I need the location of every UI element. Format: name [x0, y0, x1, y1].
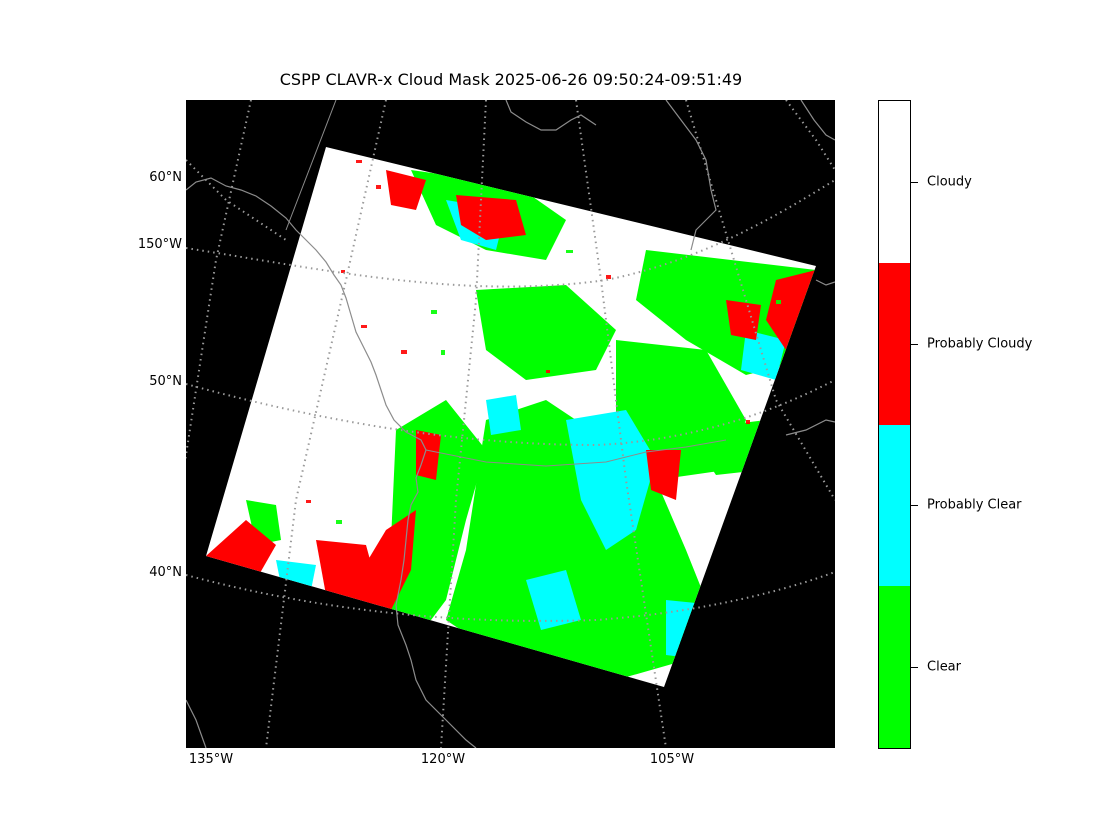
colorbar-label: Probably Cloudy: [927, 336, 1033, 352]
lon-label-105w: 105°W: [649, 752, 695, 767]
colorbar-segment: [879, 101, 910, 263]
colorbar-label: Clear: [927, 659, 961, 675]
chart-title: CSPP CLAVR-x Cloud Mask 2025-06-26 09:50…: [279, 70, 743, 89]
coastline: [186, 100, 835, 748]
lon-label-135w: 135°W: [188, 752, 234, 767]
colorbar-tick: [910, 667, 918, 669]
colorbar-tick: [910, 505, 918, 507]
colorbar-segment: [879, 586, 910, 748]
political-borders: [285, 100, 727, 467]
lat-label-50n: 50°N: [149, 374, 182, 389]
colorbar: [878, 100, 911, 749]
colorbar-segment: [879, 424, 910, 587]
colorbar-tick: [910, 181, 918, 183]
cloud-mask-map: [186, 100, 835, 748]
lon-label-120w: 120°W: [420, 752, 466, 767]
colorbar-segment: [879, 262, 910, 425]
colorbar-label: Probably Clear: [927, 497, 1022, 513]
lon-label-150w: 150°W: [137, 237, 182, 252]
lat-label-60n: 60°N: [149, 170, 182, 185]
colorbar-label: Cloudy: [927, 174, 972, 190]
lat-label-40n: 40°N: [149, 565, 182, 580]
cloud-mask-regions: [206, 160, 816, 680]
colorbar-tick: [910, 343, 918, 345]
